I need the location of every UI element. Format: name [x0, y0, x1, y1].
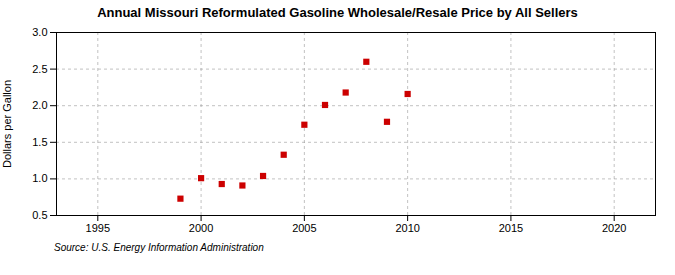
- svg-text:0.5: 0.5: [32, 209, 47, 221]
- html-text:Source: U.S. Energy Informatio: Source: U.S. Energy Information Administ…: [54, 242, 264, 253]
- svg-text:2000: 2000: [189, 222, 213, 234]
- svg-text:3.0: 3.0: [32, 26, 47, 38]
- svg-text:2.5: 2.5: [32, 63, 47, 75]
- html-text:Annual Missouri Reformulated G: Annual Missouri Reformulated Gasoline Wh…: [97, 5, 578, 20]
- svg-text:2005: 2005: [292, 222, 316, 234]
- svg-text:1.0: 1.0: [32, 172, 47, 184]
- svg-text:Dollars per Gallon: Dollars per Gallon: [1, 80, 13, 168]
- svg-text:2010: 2010: [395, 222, 419, 234]
- svg-text:1.5: 1.5: [32, 136, 47, 148]
- svg-text:1995: 1995: [86, 222, 110, 234]
- svg-text:2.0: 2.0: [32, 99, 47, 111]
- svg-text:2020: 2020: [602, 222, 626, 234]
- svg-text:2015: 2015: [499, 222, 523, 234]
